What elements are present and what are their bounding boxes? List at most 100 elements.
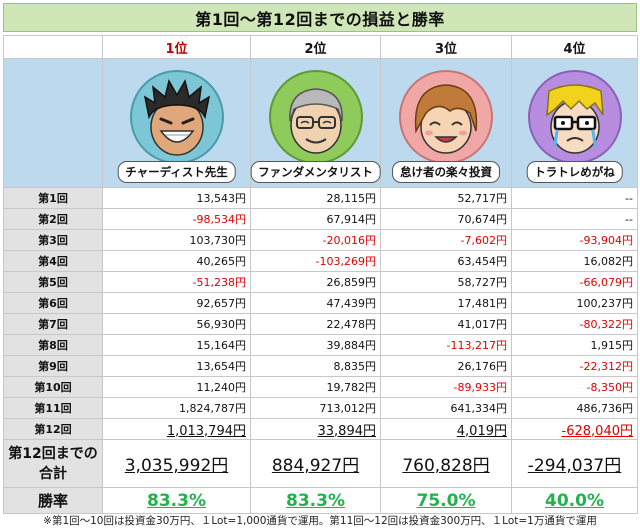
round-value: -93,904円 <box>579 234 633 247</box>
participant-4-name: トラトレめがね <box>526 161 623 183</box>
round-label: 第9回 <box>3 355 103 377</box>
round-row: 第9回 13,654円 8,835円 26,176円 -22,312円 <box>3 355 638 377</box>
round-value: 40,265円 <box>196 255 247 268</box>
winrate-value: 83.3% <box>147 490 206 511</box>
round-value: 17,481円 <box>457 297 508 310</box>
round-value: -22,312円 <box>579 360 633 373</box>
round-value: -80,322円 <box>579 318 633 331</box>
round-label: 第2回 <box>3 208 103 230</box>
rank-1-label: 1位 <box>102 35 251 59</box>
total-value: 884,927円 <box>271 456 360 476</box>
round-value: -8,350円 <box>586 381 633 394</box>
round-value: 641,334円 <box>450 402 508 415</box>
round-value: 28,115円 <box>326 192 377 205</box>
round-value: 8,835円 <box>333 360 377 373</box>
participant-1-cell: チャーディスト先生 <box>102 58 251 188</box>
participant-1-name: チャーディスト先生 <box>117 161 236 183</box>
round-value: 41,017円 <box>457 318 508 331</box>
total-label-line1: 第12回までの <box>8 445 98 462</box>
participant-3-name: 怠け者の楽々投資 <box>392 161 500 183</box>
total-value: -294,037円 <box>527 456 622 476</box>
round-value: -20,016円 <box>322 234 376 247</box>
participant-3-cell: 怠け者の楽々投資 <box>380 58 512 188</box>
rounds-body: 第1回 13,543円 28,115円 52,717円 -- 第2回 -98,534円 67,… <box>3 187 638 440</box>
round-value: -628,040円 <box>561 423 633 439</box>
round-value: 13,543円 <box>196 192 247 205</box>
total-label-line2: 合計 <box>39 465 67 482</box>
round-label: 第8回 <box>3 334 103 356</box>
round-label: 第7回 <box>3 313 103 335</box>
round-value: 22,478円 <box>326 318 377 331</box>
round-label: 第4回 <box>3 250 103 272</box>
participant-2-cell: ファンダメンタリスト <box>250 58 381 188</box>
round-row: 第11回 1,824,787円 713,012円 641,334円 486,736円 <box>3 397 638 419</box>
round-row: 第5回 -51,238円 26,859円 58,727円 -66,079円 <box>3 271 638 293</box>
round-value: 52,717円 <box>457 192 508 205</box>
round-value: 1,915円 <box>590 339 634 352</box>
round-value: 100,237円 <box>576 297 634 310</box>
round-row: 第10回 11,240円 19,782円 -89,933円 -8,350円 <box>3 376 638 398</box>
round-label: 第10回 <box>3 376 103 398</box>
round-value: 33,894円 <box>317 423 377 439</box>
total-label: 第12回までの 合計 <box>3 439 103 488</box>
page-title: 第1回〜第12回までの損益と勝率 <box>3 3 637 32</box>
total-row: 第12回までの 合計 3,035,992円 884,927円 760,828円 … <box>3 439 638 488</box>
round-value: -- <box>625 212 633 226</box>
round-value: 103,730円 <box>189 234 247 247</box>
round-value: 1,824,787円 <box>179 402 246 415</box>
round-value: -- <box>625 191 633 205</box>
rank-3-label: 3位 <box>380 35 512 59</box>
round-row: 第12回 1,013,794円 33,894円 4,019円 -628,040円 <box>3 418 638 440</box>
rank-4-label: 4位 <box>511 35 638 59</box>
round-value: -7,602円 <box>460 234 507 247</box>
round-label: 第1回 <box>3 187 103 209</box>
round-value: 13,654円 <box>196 360 247 373</box>
round-label: 第6回 <box>3 292 103 314</box>
round-value: -113,217円 <box>446 339 507 352</box>
winrate-value: 83.3% <box>286 490 345 511</box>
rank-header-row: 1位 2位 3位 4位 <box>3 35 638 59</box>
round-row: 第8回 15,164円 39,884円 -113,217円 1,915円 <box>3 334 638 356</box>
winrate-value: 40.0% <box>545 490 604 511</box>
round-value: 16,082円 <box>583 255 634 268</box>
winrate-row: 勝率 83.3% 83.3% 75.0% 40.0% <box>3 487 638 514</box>
round-label: 第5回 <box>3 271 103 293</box>
round-value: -89,933円 <box>453 381 507 394</box>
round-row: 第6回 92,657円 47,439円 17,481円 100,237円 <box>3 292 638 314</box>
corner-cell <box>3 35 103 59</box>
round-value: 92,657円 <box>196 297 247 310</box>
round-value: 1,013,794円 <box>166 423 246 439</box>
avatar-chartist-icon <box>129 70 224 164</box>
participant-2-name: ファンダメンタリスト <box>250 161 381 183</box>
total-value: 3,035,992円 <box>124 456 229 476</box>
round-value: -66,079円 <box>579 276 633 289</box>
round-value: -98,534円 <box>192 213 246 226</box>
round-row: 第1回 13,543円 28,115円 52,717円 -- <box>3 187 638 209</box>
round-value: 67,914円 <box>326 213 377 226</box>
avatar-row: チャーディスト先生 <box>3 58 638 188</box>
round-label: 第11回 <box>3 397 103 419</box>
total-value: 760,828円 <box>402 456 490 476</box>
round-value: 47,439円 <box>326 297 377 310</box>
round-row: 第7回 56,930円 22,478円 41,017円 -80,322円 <box>3 313 638 335</box>
round-value: -103,269円 <box>315 255 376 268</box>
round-value: 11,240円 <box>196 381 247 394</box>
round-value: 26,859円 <box>326 276 377 289</box>
round-row: 第2回 -98,534円 67,914円 70,674円 -- <box>3 208 638 230</box>
round-value: 713,012円 <box>319 402 377 415</box>
rank-2-label: 2位 <box>250 35 381 59</box>
avatar-toratore-megane-icon <box>527 70 622 164</box>
round-value: 63,454円 <box>457 255 508 268</box>
footnote: ※第1回〜10回は投資金30万円、１Lot=1,000通貨で運用。第11回〜12… <box>43 515 597 527</box>
round-row: 第3回 103,730円 -20,016円 -7,602円 -93,904円 <box>3 229 638 251</box>
winrate-value: 75.0% <box>416 490 476 511</box>
round-value: 70,674円 <box>457 213 508 226</box>
results-table: 1位 2位 3位 4位 <box>3 35 638 514</box>
round-value: 56,930円 <box>196 318 247 331</box>
round-row: 第4回 40,265円 -103,269円 63,454円 16,082円 <box>3 250 638 272</box>
round-label: 第3回 <box>3 229 103 251</box>
round-value: 15,164円 <box>196 339 247 352</box>
avatar-corner-cell <box>3 58 103 188</box>
winrate-label: 勝率 <box>3 487 103 514</box>
